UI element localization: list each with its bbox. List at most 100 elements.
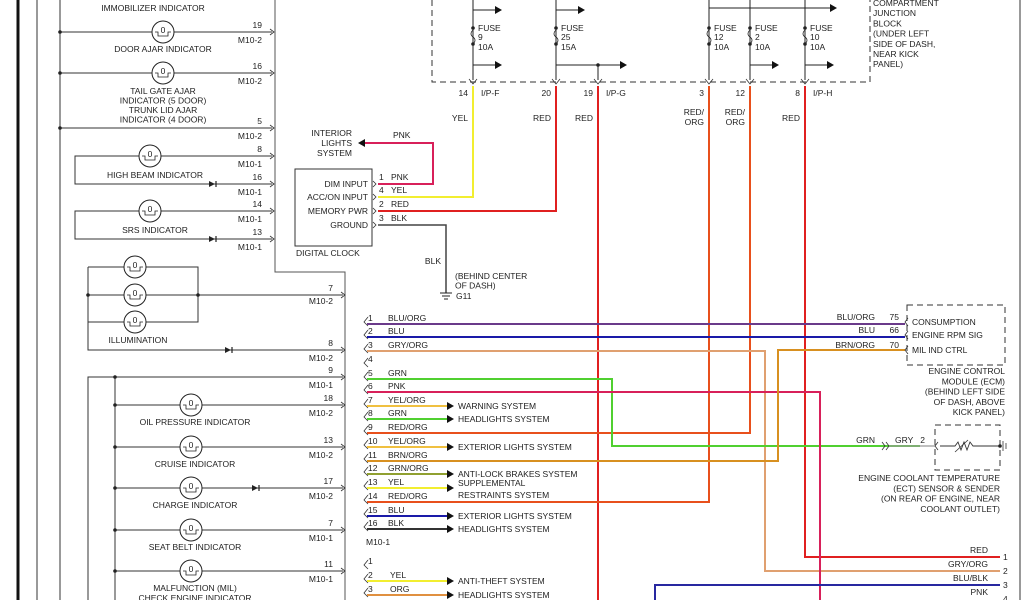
bulb-icon xyxy=(151,61,175,85)
bulb-filament-icon xyxy=(183,570,199,576)
m10-wire-color: BLU/ORG xyxy=(388,313,426,323)
clock-pin-name: MEMORY PWR xyxy=(308,206,368,216)
m10-pin-number: 3 xyxy=(368,340,373,350)
m10-pin-number: 12 xyxy=(368,463,378,473)
pin-number: 13 xyxy=(253,227,263,237)
ecm-pin-number: 75 xyxy=(890,312,900,322)
connector-icon xyxy=(881,441,886,451)
ect-sensor-box xyxy=(934,424,1001,471)
arrow-icon xyxy=(447,525,454,533)
ecm-label: ENGINE CONTROL xyxy=(928,366,1005,376)
m10-pin-number: 1 xyxy=(368,313,373,323)
bulb-filament-icon xyxy=(127,266,143,272)
clock-pin-number: 4 xyxy=(379,185,384,195)
junction-dot xyxy=(471,26,475,30)
wire-yel xyxy=(378,86,474,198)
bulb-icon-mark: 0 xyxy=(133,288,138,298)
fuse-title: FUSE xyxy=(714,23,737,33)
pin-number: 8 xyxy=(328,338,333,348)
ground-note: OF DASH) xyxy=(455,281,496,291)
fuse-title: FUSE xyxy=(755,23,778,33)
ground-id: G11 xyxy=(456,291,472,301)
diode-icon xyxy=(209,236,215,242)
clock-pin-name: GROUND xyxy=(330,220,368,230)
junction-dot xyxy=(803,26,807,30)
wire-color-label: RED/ xyxy=(684,107,705,117)
fuse-title: FUSE xyxy=(478,23,501,33)
indicator-label: OIL PRESSURE INDICATOR xyxy=(140,417,251,427)
connector-icon xyxy=(340,443,346,451)
m10-wire-color: BLK xyxy=(388,518,404,528)
indicator-label: INDICATOR (4 DOOR) xyxy=(120,115,207,125)
bulb-icon xyxy=(138,199,162,223)
wire-color-label: RED xyxy=(533,113,551,123)
m10-wire-color: GRN/ORG xyxy=(388,463,429,473)
fuse-number: 10 xyxy=(810,32,820,42)
bulb-icon-mark: 0 xyxy=(161,25,166,35)
bulb-filament-icon xyxy=(183,404,199,410)
arrow-icon xyxy=(772,61,779,69)
arrow-icon xyxy=(447,512,454,520)
connector-icon xyxy=(363,508,369,519)
cluster-boundary xyxy=(274,0,346,600)
junction-dot xyxy=(113,445,117,449)
connector-icon xyxy=(363,411,369,422)
fuse-rating: 10A xyxy=(478,42,493,52)
bulb-icon xyxy=(123,283,147,307)
connector-label: M10-1 xyxy=(238,214,262,224)
clock-pin-number: 2 xyxy=(379,199,384,209)
connector-icon xyxy=(340,484,346,492)
pin-number: 17 xyxy=(324,476,334,486)
junction-dot xyxy=(113,375,117,379)
m10-wire-color: BLU xyxy=(388,326,405,336)
ecm-wire-color: BLU/ORG xyxy=(837,312,875,322)
terminal-icon xyxy=(800,78,810,85)
m10-pin-number: 1 xyxy=(368,556,373,566)
junction-block-label: COMPARTMENT xyxy=(873,0,939,8)
ect-pin: 2 xyxy=(920,435,925,445)
bulb-filament-icon xyxy=(142,210,158,216)
bulb-filament-icon xyxy=(142,155,158,161)
pin-number: 8 xyxy=(257,144,262,154)
terminal-pin: 19 xyxy=(584,88,594,98)
output-pin: 2 xyxy=(1003,566,1008,576)
ecm-pin-name: MIL IND CTRL xyxy=(912,345,968,355)
bulb-icon xyxy=(123,310,147,334)
connector-icon xyxy=(363,398,369,409)
destination-label: ANTI-THEFT SYSTEM xyxy=(458,576,545,586)
wire-brn-org xyxy=(367,349,905,462)
connector-icon xyxy=(340,373,346,381)
ect-wire-out: GRY xyxy=(895,435,914,445)
bulb-icon xyxy=(138,144,162,168)
bulb-icon xyxy=(151,20,175,44)
fuse-number: 25 xyxy=(561,32,571,42)
indicator-label: HIGH BEAM INDICATOR xyxy=(107,170,203,180)
bulb-icon-mark: 0 xyxy=(189,564,194,574)
ect-label: ENGINE COOLANT TEMPERATURE xyxy=(858,473,1000,483)
junction-dot xyxy=(113,403,117,407)
bulb-filament-icon xyxy=(183,446,199,452)
destination-label: EXTERIOR LIGHTS SYSTEM xyxy=(458,511,572,521)
arrow-icon xyxy=(447,484,454,492)
connector-icon xyxy=(363,480,369,491)
arrow-icon xyxy=(495,6,502,14)
connector-icon xyxy=(363,521,369,532)
pin-number: 16 xyxy=(253,61,263,71)
bulb-filament-icon xyxy=(127,294,143,300)
bulb-icon-mark: 0 xyxy=(189,523,194,533)
connector-icon xyxy=(363,357,369,368)
arrow-icon xyxy=(447,470,454,478)
ect-label: (ECT) SENSOR & SENDER xyxy=(893,483,1000,493)
indicator-label: SEAT BELT INDICATOR xyxy=(149,542,242,552)
m10-wire-color: GRN xyxy=(388,408,407,418)
connector-icon xyxy=(363,494,369,505)
wire-color-label: YEL xyxy=(452,113,468,123)
arrow-icon xyxy=(358,139,365,147)
wire-color-label: ORG xyxy=(726,117,745,127)
arrow-icon xyxy=(447,443,454,451)
fuse-rating: 15A xyxy=(561,42,576,52)
bulb-icon-mark: 0 xyxy=(148,204,153,214)
connector-icon xyxy=(269,69,275,77)
bulb-icon xyxy=(179,435,203,459)
connector-label: M10-1 xyxy=(238,159,262,169)
